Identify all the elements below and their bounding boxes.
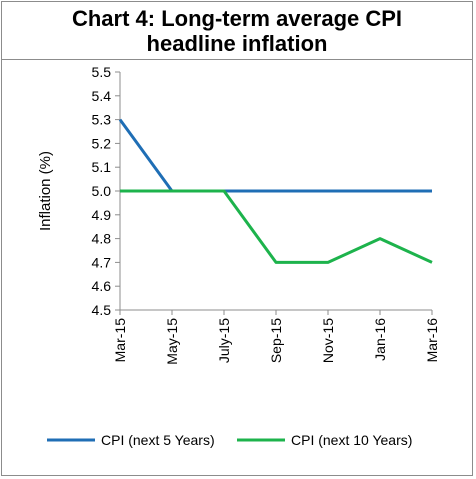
y-tick-label: 5.1 [92, 159, 112, 175]
legend-label-2: CPI (next 10 Years) [291, 432, 412, 448]
y-tick-label: 4.7 [92, 254, 112, 270]
x-tick-label: May-15 [164, 318, 180, 365]
x-tick-label: Mar-15 [112, 318, 128, 363]
x-tick-label: Sep-15 [268, 318, 284, 363]
chart-title: Chart 4: Long-term average CPI headline … [71, 5, 403, 56]
y-axis-title: Inflation (%) [37, 151, 54, 231]
x-tick-label: July-15 [216, 318, 232, 363]
legend: CPI (next 5 Years) CPI (next 10 Years) [47, 432, 412, 448]
chart-title-box: Chart 4: Long-term average CPI headline … [2, 2, 472, 60]
y-tick-label: 5.5 [92, 64, 112, 80]
x-tick-label: Jan-16 [372, 318, 388, 361]
y-tick-label: 4.8 [92, 231, 112, 247]
x-tick-label: Nov-15 [320, 318, 336, 363]
y-tick-label: 5.2 [92, 135, 112, 151]
series-layer [118, 118, 433, 264]
series-line-2 [120, 189, 433, 264]
y-tick-label: 4.5 [92, 302, 112, 318]
x-tick-label: Mar-16 [424, 318, 440, 363]
y-tick-label: 5.4 [92, 88, 112, 104]
y-tick-label: 5.3 [92, 112, 112, 128]
y-tick-label: 4.9 [92, 207, 112, 223]
y-tick-label: 5.0 [92, 183, 112, 199]
series-line-1 [118, 118, 432, 193]
legend-label-1: CPI (next 5 Years) [101, 432, 215, 448]
y-tick-label: 4.6 [92, 278, 112, 294]
